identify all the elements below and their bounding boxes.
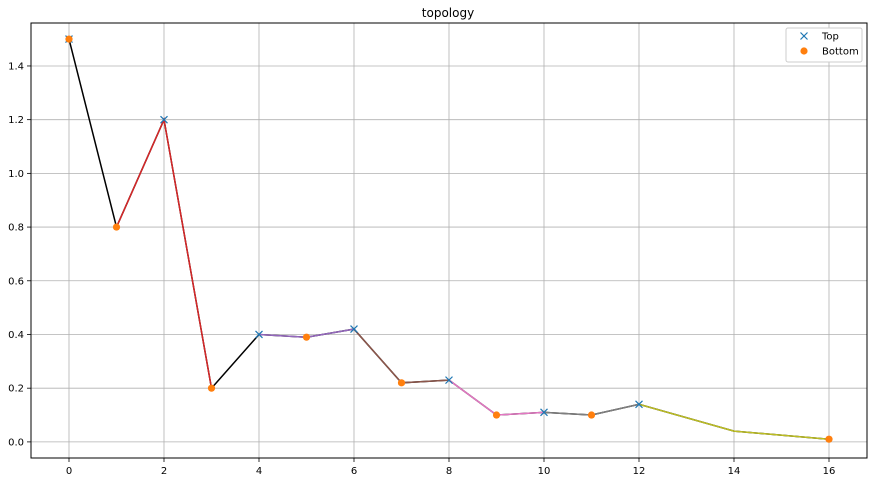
y-tick-label: 1.2 [8,115,24,126]
x-tick-label: 2 [161,466,167,477]
bottom-point [302,333,311,341]
x-marker-stroke [350,325,358,334]
legend: Top Bottom [785,27,863,63]
x-tick-label: 16 [823,466,836,477]
x-tick-label: 14 [728,466,741,477]
bottom-point [112,223,121,231]
y-tick-label: 0.4 [8,330,24,341]
legend-label: Top [821,32,839,43]
x-marker-stroke [445,376,453,385]
x-marker-stroke [635,400,643,409]
x-tick-label: 8 [446,466,452,477]
bottom-point [492,411,501,419]
chart-title: topology [422,6,474,20]
bottom-point [397,379,406,387]
segment-line [638,403,830,440]
top-point [635,400,643,409]
x-marker-stroke [160,115,168,124]
top-point [350,325,358,334]
plot-markers [65,35,833,443]
legend-top-marker [800,32,808,40]
y-tick-label: 0.0 [8,437,24,448]
y-tick-label: 0.8 [8,223,24,234]
x-marker-stroke [800,32,808,40]
segment-line [448,379,545,416]
top-point [255,330,263,339]
bottom-point [825,435,833,443]
y-tick-label: 1.0 [8,169,24,180]
legend-bottom-marker [800,47,808,55]
y-tick-label: 0.2 [8,384,24,395]
top-point [160,115,168,124]
x-marker-stroke [540,408,548,417]
bottom-point [65,35,73,43]
bottom-point [207,384,216,392]
y-tick-label: 1.4 [8,61,24,72]
segment-line [353,328,450,384]
legend-label: Bottom [822,47,859,58]
top-point [540,408,548,417]
x-tick-label: 4 [256,466,262,477]
x-tick-label: 0 [66,466,72,477]
bottom-point [587,411,596,419]
y-tick-label: 0.6 [8,276,24,287]
x-tick-label: 12 [633,466,646,477]
axis-ticks: 0 2 4 6 8 10 12 14 16 0.0 0.2 0.4 0.6 0.8 1.0 1.2 1.4 [8,61,835,477]
top-point [445,376,453,385]
x-marker-stroke [255,330,263,339]
grid [31,23,867,458]
x-tick-label: 10 [538,466,551,477]
x-tick-label: 6 [351,466,357,477]
